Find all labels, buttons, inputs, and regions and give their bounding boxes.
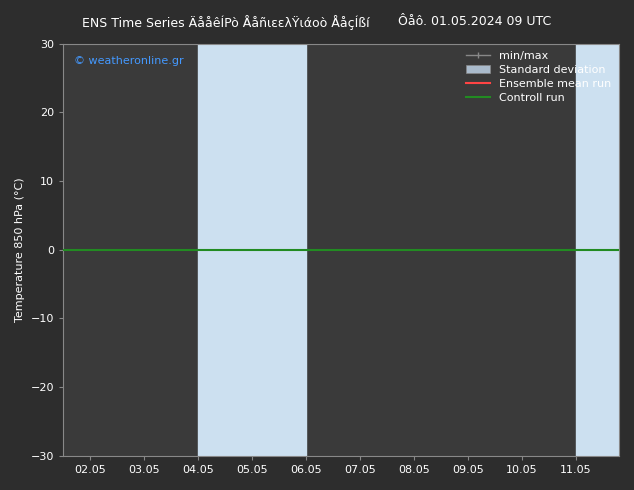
Text: ENS Time Series ÄååêÍPò ÅåñιεελŸιάοò ÅåçÍßí: ENS Time Series ÄååêÍPò ÅåñιεελŸιάοò Ååç…: [82, 15, 370, 30]
Y-axis label: Temperature 850 hPa (°C): Temperature 850 hPa (°C): [15, 177, 25, 322]
Bar: [198, 44, 252, 456]
Text: © weatheronline.gr: © weatheronline.gr: [74, 56, 184, 66]
Bar: [252, 44, 306, 456]
Bar: [576, 44, 619, 456]
Text: Ôåô. 01.05.2024 09 UTC: Ôåô. 01.05.2024 09 UTC: [398, 15, 552, 28]
Legend: min/max, Standard deviation, Ensemble mean run, Controll run: min/max, Standard deviation, Ensemble me…: [461, 47, 616, 107]
